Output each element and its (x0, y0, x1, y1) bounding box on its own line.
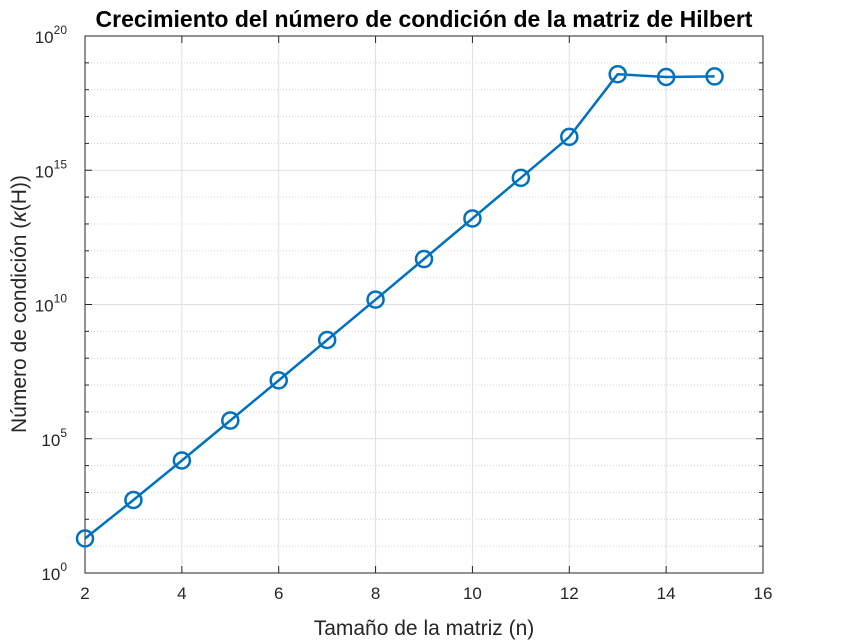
y-tick-label-exponent: 10 (54, 292, 68, 306)
y-tick-label: 1010 (35, 292, 68, 316)
x-tick-label: 12 (560, 584, 579, 603)
y-tick-label-base: 10 (35, 297, 54, 316)
series-layer (75, 64, 724, 548)
data-point-marker (124, 490, 143, 510)
y-axis-label: Número de condición (κ(H)) (8, 175, 31, 433)
data-point-marker (317, 330, 337, 350)
chart-title: Crecimiento del número de condición de l… (96, 6, 753, 32)
data-point-marker (414, 249, 434, 269)
y-tick-label-base: 10 (35, 162, 54, 181)
y-tick-label-exponent: 20 (54, 23, 68, 37)
data-point-marker (511, 168, 531, 188)
x-tick-label: 16 (754, 584, 773, 603)
y-tick-label: 1020 (35, 23, 68, 47)
y-tick-label: 105 (41, 426, 67, 450)
x-tick-label: 14 (657, 584, 676, 603)
x-tick-label: 4 (177, 584, 186, 603)
x-tick-label: 8 (371, 584, 380, 603)
data-point-marker (608, 64, 627, 84)
data-point-marker (172, 451, 192, 470)
y-tick-label-exponent: 0 (60, 560, 67, 574)
x-tick-labels: 2 4 6 8 10 12 14 16 (80, 584, 772, 603)
x-tick-label: 10 (463, 584, 482, 603)
y-tick-label-base: 10 (41, 431, 60, 450)
x-tick-label: 6 (274, 584, 283, 603)
y-axis-label-suffix: (H)) (8, 175, 31, 211)
y-tick-label-base: 10 (35, 28, 54, 47)
data-point-marker (75, 529, 95, 548)
data-point-marker (463, 209, 482, 228)
series-line (84, 72, 715, 540)
minor-grid (85, 62, 763, 547)
y-tick-label-base: 10 (41, 565, 60, 584)
data-point-marker (221, 411, 240, 430)
x-axis-label: Tamaño de la matriz (n) (314, 617, 535, 640)
data-point-marker (366, 290, 385, 309)
tick-marks (84, 35, 764, 574)
data-point-marker (656, 67, 676, 87)
y-tick-label: 100 (41, 560, 67, 584)
data-point-marker (705, 67, 724, 86)
y-axis-label-prefix: Número de condición ( (8, 222, 31, 433)
data-point-marker (560, 127, 579, 147)
y-tick-label-exponent: 5 (60, 426, 67, 440)
kappa-symbol: κ (8, 210, 31, 222)
x-tick-label: 2 (80, 584, 89, 603)
y-tick-label: 1015 (35, 157, 68, 181)
major-grid (85, 36, 763, 573)
data-point-marker (269, 371, 288, 390)
y-tick-label-exponent: 15 (54, 157, 68, 171)
